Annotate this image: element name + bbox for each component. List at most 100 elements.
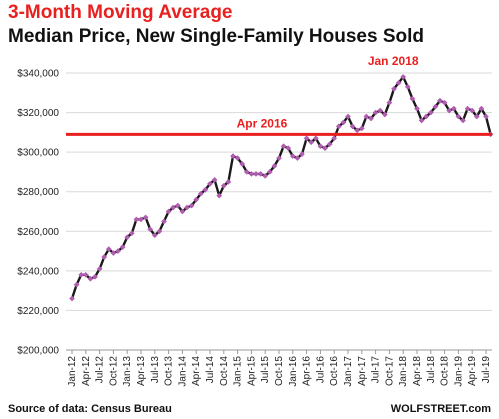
data-point bbox=[138, 216, 144, 223]
data-point bbox=[349, 123, 356, 130]
data-point bbox=[230, 153, 236, 160]
data-point bbox=[73, 281, 80, 288]
source-note: Source of data: Census Bureau bbox=[8, 403, 172, 415]
data-point bbox=[188, 202, 195, 209]
data-point bbox=[441, 99, 448, 106]
data-point bbox=[128, 230, 135, 237]
data-point bbox=[69, 295, 75, 302]
y-tick-label: $340,000 bbox=[17, 69, 59, 80]
data-point bbox=[211, 176, 218, 183]
data-point bbox=[386, 99, 393, 106]
data-point bbox=[184, 204, 190, 211]
data-point bbox=[248, 170, 255, 177]
data-point bbox=[381, 111, 388, 118]
data-point bbox=[483, 113, 489, 120]
data-point bbox=[151, 232, 158, 239]
data-point bbox=[207, 180, 213, 187]
y-tick-label: $300,000 bbox=[17, 148, 59, 159]
data-point bbox=[82, 271, 89, 278]
annotation-reference: Apr 2016 bbox=[237, 116, 288, 130]
x-tick-label: Oct-17 bbox=[384, 356, 395, 386]
data-point bbox=[280, 143, 287, 150]
data-point bbox=[202, 186, 209, 193]
x-tick-label: Oct-12 bbox=[108, 356, 119, 386]
data-point bbox=[115, 248, 121, 255]
x-tick-label: Oct-14 bbox=[219, 356, 230, 386]
data-point bbox=[340, 119, 347, 126]
y-tick-label: $260,000 bbox=[17, 227, 59, 238]
data-point bbox=[395, 79, 402, 86]
x-tick-label: Oct-13 bbox=[164, 356, 175, 386]
data-point bbox=[326, 141, 333, 148]
chart-title: 3-Month Moving Average bbox=[8, 2, 233, 23]
data-point bbox=[234, 155, 241, 162]
data-point bbox=[78, 271, 85, 278]
data-point bbox=[294, 155, 301, 162]
brand-label: WOLFSTREET.com bbox=[390, 403, 491, 415]
x-tick-label: Jan-17 bbox=[343, 356, 354, 387]
x-tick-label: Jan-18 bbox=[398, 356, 409, 387]
data-point bbox=[142, 214, 149, 221]
data-point bbox=[193, 196, 200, 203]
x-tick-label: Jan-14 bbox=[177, 356, 188, 387]
data-point bbox=[317, 143, 324, 150]
y-tick-label: $280,000 bbox=[17, 187, 59, 198]
data-point bbox=[110, 250, 117, 257]
x-tick-label: Jul-16 bbox=[315, 356, 326, 384]
data-point bbox=[170, 204, 177, 211]
data-point bbox=[216, 192, 223, 199]
data-point bbox=[400, 74, 407, 80]
x-tick-label: Apr-13 bbox=[136, 356, 147, 386]
x-tick-label: Jul-14 bbox=[205, 356, 216, 384]
data-point bbox=[418, 117, 425, 124]
x-tick-label: Jul-12 bbox=[95, 356, 106, 384]
data-point bbox=[322, 145, 328, 152]
data-point bbox=[179, 208, 186, 215]
data-point bbox=[289, 153, 296, 160]
data-point bbox=[165, 208, 172, 215]
x-tick-label: Apr-17 bbox=[357, 356, 368, 386]
data-point bbox=[377, 107, 384, 114]
data-point bbox=[473, 113, 480, 120]
data-point bbox=[331, 135, 338, 142]
data-point bbox=[372, 109, 379, 116]
chart-subtitle: Median Price, New Single-Family Houses S… bbox=[8, 26, 424, 47]
data-point bbox=[391, 85, 397, 92]
data-point bbox=[87, 275, 94, 282]
data-point bbox=[414, 105, 420, 112]
data-point bbox=[312, 135, 319, 142]
y-tick-label: $200,000 bbox=[17, 346, 59, 357]
data-point bbox=[404, 83, 411, 90]
data-point bbox=[156, 228, 163, 235]
data-point bbox=[446, 107, 453, 114]
data-point bbox=[96, 265, 103, 272]
x-tick-label: Jul-15 bbox=[260, 356, 271, 384]
data-point bbox=[262, 172, 269, 179]
x-tick-label: Apr-12 bbox=[81, 356, 92, 386]
data-point bbox=[345, 113, 351, 120]
x-tick-label: Jan-19 bbox=[453, 356, 464, 387]
data-point bbox=[92, 273, 98, 280]
x-tick-label: Jul-19 bbox=[481, 356, 492, 384]
data-point bbox=[423, 113, 430, 120]
x-tick-label: Oct-18 bbox=[440, 356, 451, 386]
data-point bbox=[427, 109, 434, 116]
data-point bbox=[464, 105, 471, 112]
data-point bbox=[335, 123, 342, 130]
data-point bbox=[409, 95, 416, 102]
x-tick-label: Jul-18 bbox=[426, 356, 437, 384]
data-point bbox=[460, 117, 466, 124]
data-point bbox=[220, 182, 227, 189]
data-point bbox=[197, 190, 204, 197]
data-point bbox=[469, 107, 476, 114]
x-tick-label: Jan-13 bbox=[122, 356, 133, 387]
data-point bbox=[478, 105, 485, 112]
data-point bbox=[308, 139, 315, 146]
data-point bbox=[271, 163, 278, 169]
data-point bbox=[225, 178, 232, 185]
annotation-peak: Jan 2018 bbox=[368, 54, 419, 68]
x-tick-label: Apr-16 bbox=[302, 356, 313, 386]
y-tick-label: $220,000 bbox=[17, 306, 59, 317]
data-point bbox=[303, 135, 310, 142]
data-point bbox=[161, 218, 167, 225]
